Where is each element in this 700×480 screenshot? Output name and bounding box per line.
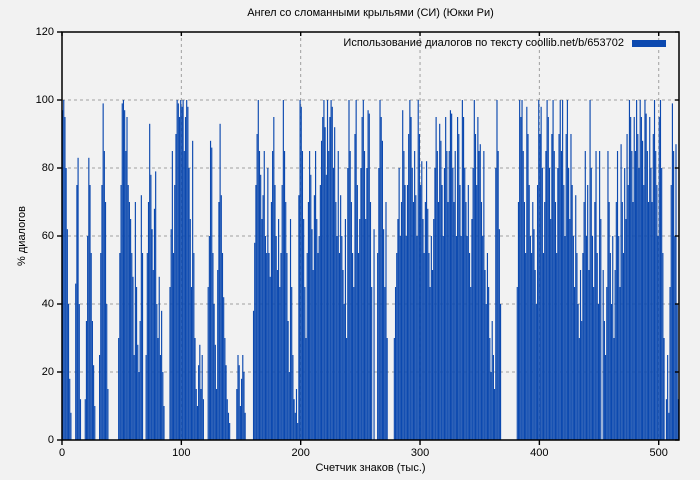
y-tick-label: 40	[41, 298, 54, 310]
x-tick-label: 200	[291, 447, 310, 459]
bars	[62, 100, 679, 441]
legend-swatch-icon	[632, 39, 666, 47]
y-tick-label: 0	[47, 434, 54, 446]
chart-title: Ангел со сломанными крыльями (СИ) (Юкки …	[247, 7, 494, 19]
tick-marks	[57, 31, 679, 445]
y-tick-label: 120	[35, 26, 54, 38]
x-tick-label: 400	[530, 447, 549, 459]
x-axis-label: Счетчик знаков (тыс.)	[315, 462, 426, 474]
x-tick-label: 100	[172, 447, 191, 459]
x-tick-label: 300	[410, 447, 430, 459]
legend: Использование диалогов по тексту coollib…	[343, 36, 666, 50]
legend-label: Использование диалогов по тексту coollib…	[343, 37, 624, 49]
x-tick-label: 0	[58, 447, 66, 459]
y-tick-label: 20	[41, 366, 54, 378]
y-tick-label: 60	[41, 230, 54, 242]
y-tick-label: 100	[35, 94, 54, 106]
x-tick-label: 500	[649, 447, 668, 459]
y-tick-label: 80	[41, 162, 54, 174]
